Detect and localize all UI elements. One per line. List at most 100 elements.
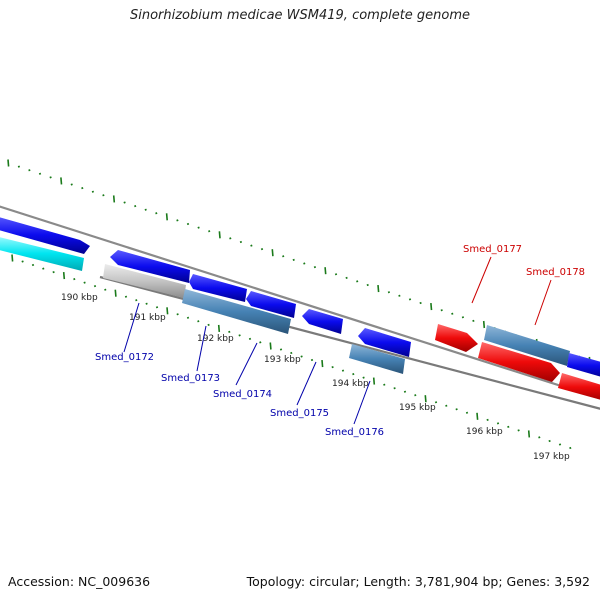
ruler-ticks xyxy=(7,159,600,450)
minor-tick xyxy=(155,306,159,309)
minor-tick xyxy=(38,172,42,175)
ruler-label: 192 kbp xyxy=(197,334,234,344)
minor-tick xyxy=(356,280,359,283)
major-tick xyxy=(112,195,116,203)
minor-tick xyxy=(408,298,412,301)
minor-tick xyxy=(345,276,348,280)
minor-tick xyxy=(31,263,35,267)
minor-tick xyxy=(472,319,475,323)
minor-tick xyxy=(313,265,317,269)
major-tick xyxy=(476,412,479,420)
ruler-label: 194 kbp xyxy=(332,379,369,389)
minor-tick xyxy=(341,369,345,372)
minor-tick xyxy=(362,376,365,379)
minor-tick xyxy=(292,258,295,262)
gene-label-smed-0174[interactable]: Smed_0174 xyxy=(213,389,272,400)
gene-label-smed-0178[interactable]: Smed_0178 xyxy=(526,267,585,278)
minor-tick xyxy=(538,436,541,439)
topology-text: Topology: circular; Length: 3,781,904 bp… xyxy=(246,574,590,589)
minor-tick xyxy=(517,429,520,432)
map-title: Sinorhizobium medicae WSM419, complete g… xyxy=(129,8,471,23)
gene-arrow-red xyxy=(435,324,478,352)
minor-tick xyxy=(548,439,551,443)
genome-backbone xyxy=(0,205,600,410)
minor-tick xyxy=(419,301,422,305)
minor-tick xyxy=(414,394,417,397)
minor-tick xyxy=(558,443,562,446)
minor-tick xyxy=(81,186,84,190)
minor-tick xyxy=(398,294,401,297)
gene-arrow-reverse xyxy=(302,309,343,334)
minor-tick xyxy=(461,316,465,319)
minor-tick xyxy=(569,446,572,450)
minor-tick xyxy=(440,309,443,312)
minor-tick xyxy=(403,390,407,393)
minor-tick xyxy=(91,190,95,193)
gene-arrow-red xyxy=(558,373,600,400)
minor-tick xyxy=(186,316,190,319)
minor-tick xyxy=(207,323,210,327)
gene-arrow-reverse xyxy=(110,250,190,283)
minor-tick xyxy=(102,194,105,197)
minor-tick xyxy=(496,422,500,425)
minor-tick xyxy=(250,244,253,247)
major-tick xyxy=(424,395,427,403)
gene-label-smed-0173[interactable]: Smed_0173 xyxy=(161,373,220,384)
minor-tick xyxy=(387,291,391,294)
minor-tick xyxy=(507,425,510,429)
minor-tick xyxy=(42,267,45,270)
gene-label-smed-0177[interactable]: Smed_0177 xyxy=(463,244,522,255)
major-tick xyxy=(430,303,433,311)
minor-tick xyxy=(186,222,190,226)
minor-tick xyxy=(303,262,306,265)
major-tick xyxy=(62,272,66,280)
major-tick xyxy=(372,377,376,385)
minor-tick xyxy=(123,201,126,204)
major-tick xyxy=(482,320,486,329)
gene-arrow-reverse xyxy=(246,291,296,318)
minor-tick xyxy=(70,183,73,186)
minor-tick xyxy=(238,334,241,337)
minor-tick xyxy=(352,372,355,376)
gene-box-steel xyxy=(484,325,570,366)
major-tick xyxy=(7,159,10,167)
minor-tick xyxy=(83,281,86,284)
major-tick xyxy=(324,267,327,275)
gene-arrow-cyan xyxy=(0,237,84,271)
gene-label-smed-0175[interactable]: Smed_0175 xyxy=(270,408,329,419)
minor-tick xyxy=(366,283,369,287)
ruler-label: 193 kbp xyxy=(264,355,301,365)
accession-text: Accession: NC_009636 xyxy=(8,574,151,589)
major-tick xyxy=(165,213,168,221)
gene-box-gray xyxy=(103,264,186,298)
minor-tick xyxy=(331,365,334,369)
minor-tick xyxy=(176,313,179,316)
minor-tick xyxy=(124,295,128,298)
gene-label-smed-0176[interactable]: Smed_0176 xyxy=(325,427,384,438)
gene-labels: Smed_0172 Smed_0173 Smed_0174 Smed_0175 … xyxy=(95,244,585,438)
minor-tick xyxy=(228,330,231,334)
major-tick xyxy=(166,307,169,315)
minor-tick xyxy=(17,165,21,168)
minor-tick xyxy=(451,312,454,315)
gene-arrow-red xyxy=(478,342,560,382)
minor-tick xyxy=(434,401,438,404)
gene-label-smed-0172[interactable]: Smed_0172 xyxy=(95,352,154,363)
major-tick xyxy=(218,231,221,239)
minor-tick xyxy=(104,288,107,291)
minor-tick xyxy=(197,226,200,229)
minor-tick xyxy=(290,351,293,355)
gene-box-steel xyxy=(349,344,405,374)
minor-tick xyxy=(197,320,200,323)
minor-tick xyxy=(134,204,137,208)
minor-tick xyxy=(28,169,31,172)
minor-tick xyxy=(383,383,386,386)
gene-arrow-reverse xyxy=(189,274,247,302)
minor-tick xyxy=(445,404,448,407)
minor-tick xyxy=(310,358,314,362)
major-tick xyxy=(527,430,531,438)
ruler-label: 195 kbp xyxy=(399,403,436,413)
minor-tick xyxy=(49,176,52,179)
